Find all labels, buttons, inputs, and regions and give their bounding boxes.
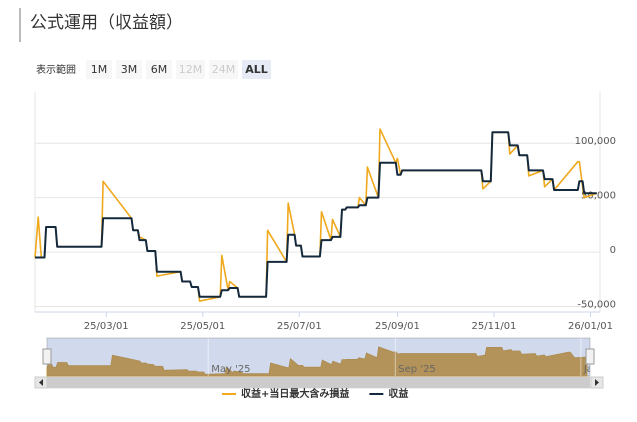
range-button-label: 12M [179,63,203,76]
range-label: 表示範囲 [36,63,76,76]
x-tick-label: 25/07/01 [277,321,322,332]
range-button-label[interactable]: 3M [121,63,138,76]
navigator-label: Sep '25 [398,364,436,375]
range-button[interactable] [146,60,172,79]
navigator-mask [47,338,590,376]
range-button [209,60,238,79]
series-line [35,131,597,298]
range-button[interactable] [86,60,112,79]
y-tick-label: 100,000 [575,136,616,147]
range-button [176,60,205,79]
navigator-area [46,346,588,377]
legend-label[interactable]: 収益+当日最大含み損益 [241,387,349,400]
x-tick-label: 26/01/01 [568,321,613,332]
legend-label[interactable]: 収益 [388,387,408,400]
x-tick-label: 25/03/01 [84,321,129,332]
range-button[interactable] [242,60,271,79]
navigator-labels: May '25 Sep '25 Jan '26 [207,338,618,376]
scrollbar-arrow [39,379,43,386]
range-button-label: 24M [212,63,236,76]
y-tick-label: 0 [610,245,616,256]
title-bar [19,8,21,42]
range-button-label[interactable]: ALL [245,63,268,76]
range-button[interactable] [116,60,142,79]
range-button-label[interactable]: 1M [91,63,108,76]
x-tick-label: 25/09/01 [375,321,420,332]
x-tick-label: 25/11/01 [472,321,517,332]
navigator-handle[interactable] [585,348,595,365]
y-tick-label: 50,000 [581,191,616,202]
range-button-label[interactable]: 6M [151,63,168,76]
scrollbar-arrow [595,379,599,386]
scrollbar-thumb[interactable] [47,377,590,388]
navigator-label: May '25 [211,364,250,375]
series-line [34,128,598,302]
chart-title: 公式運用（収益額） [30,13,183,33]
navigator-label: Jan '26 [583,364,618,375]
x-tick-label: 25/05/01 [180,321,225,332]
navigator-handle[interactable] [42,348,52,365]
y-tick-label: -50,000 [577,300,616,311]
